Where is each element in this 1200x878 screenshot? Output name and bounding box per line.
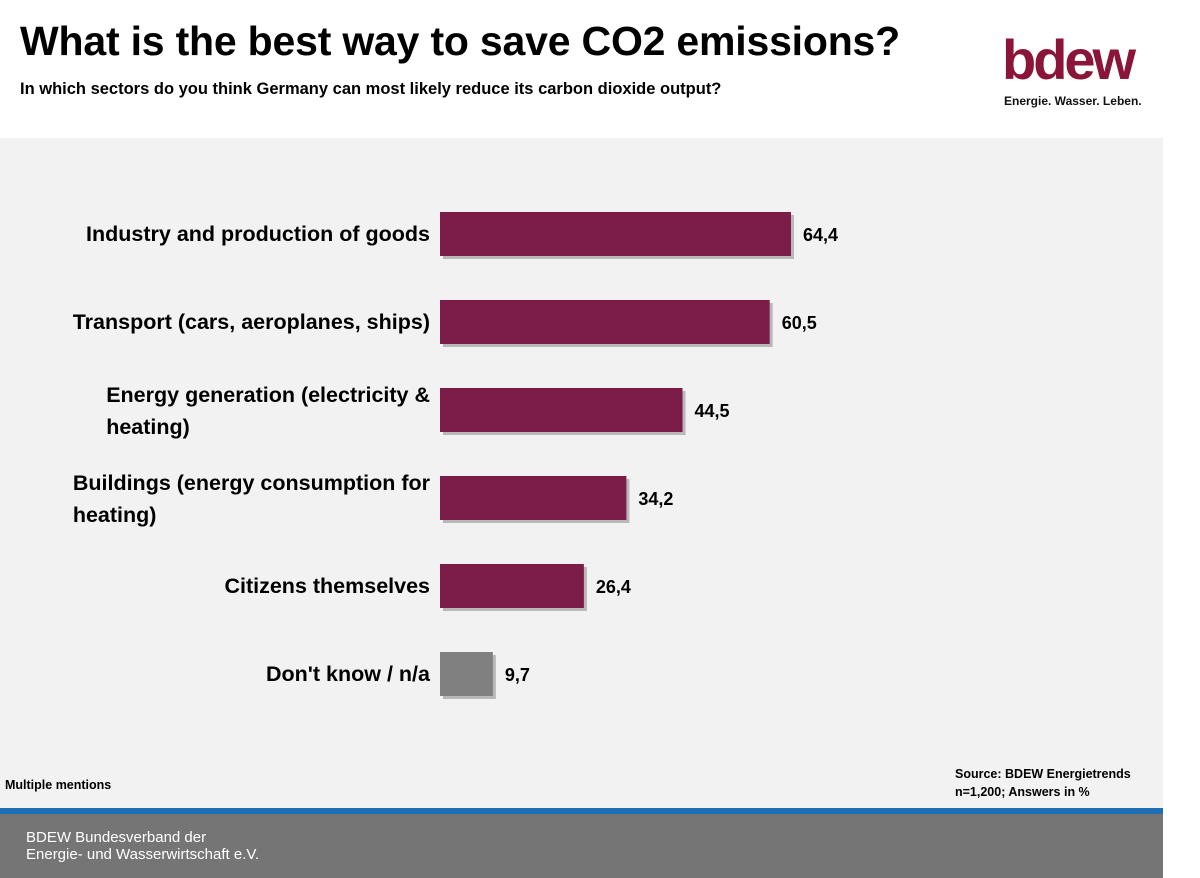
footer: BDEW Bundesverband der Energie- und Wass… [0, 814, 1163, 878]
value-label-3: 34,2 [638, 489, 673, 509]
bdew-logo: bdew Energie. Wasser. Leben. [1002, 30, 1152, 110]
bar-4 [440, 564, 584, 608]
category-label-3: Buildings (energy consumption for heating… [73, 471, 431, 527]
category-label-2: Energy generation (electricity & heating) [106, 383, 430, 439]
bar-3 [440, 476, 627, 520]
value-label-4: 26,4 [596, 577, 631, 597]
category-label-line: heating) [73, 503, 157, 527]
bar-1 [440, 300, 770, 344]
logo-tagline: Energie. Wasser. Leben. [1004, 94, 1142, 108]
sample-line: n=1,200; Answers in % [955, 785, 1090, 799]
category-label-line: heating) [106, 415, 190, 439]
category-label-0: Industry and production of goods [86, 222, 430, 246]
multiple-mentions-note: Multiple mentions [5, 778, 112, 792]
logo-wordmark: bdew [1002, 28, 1136, 91]
page-subtitle: In which sectors do you think Germany ca… [20, 80, 722, 98]
category-label-4: Citizens themselves [224, 574, 430, 598]
category-label-line: Citizens themselves [224, 574, 430, 598]
chart-panel: 64,4 Industry and production of goods 60,5… [0, 138, 1163, 808]
category-label-line: Transport (cars, aeroplanes, ships) [73, 310, 430, 334]
value-label-5: 9,7 [505, 665, 530, 685]
source-line: Source: BDEW Energietrends [955, 767, 1131, 781]
value-label-2: 44,5 [695, 401, 730, 421]
category-label-5: Don't know / n/a [266, 662, 431, 686]
bar-2 [440, 388, 683, 432]
category-label-line: Don't know / n/a [266, 662, 431, 686]
footer-accent-line [0, 808, 1163, 814]
footer-line-1: BDEW Bundesverband der [26, 829, 207, 846]
page-title: What is the best way to save CO2 emissio… [20, 18, 901, 64]
value-label-1: 60,5 [782, 313, 817, 333]
category-label-line: Buildings (energy consumption for [73, 471, 431, 495]
footer-line-2: Energie- und Wasserwirtschaft e.V. [26, 846, 260, 863]
bar-chart: 64,4 Industry and production of goods 60,5… [73, 212, 838, 699]
category-label-1: Transport (cars, aeroplanes, ships) [73, 310, 430, 334]
source-note: Source: BDEW Energietrends n=1,200; Answ… [955, 765, 1131, 801]
category-label-line: Energy generation (electricity & [106, 383, 430, 407]
bar-0 [440, 212, 791, 256]
category-label-line: Industry and production of goods [86, 222, 430, 246]
bar-5 [440, 652, 493, 696]
value-label-0: 64,4 [803, 225, 838, 245]
footer-organization: BDEW Bundesverband der Energie- und Wass… [26, 829, 259, 863]
